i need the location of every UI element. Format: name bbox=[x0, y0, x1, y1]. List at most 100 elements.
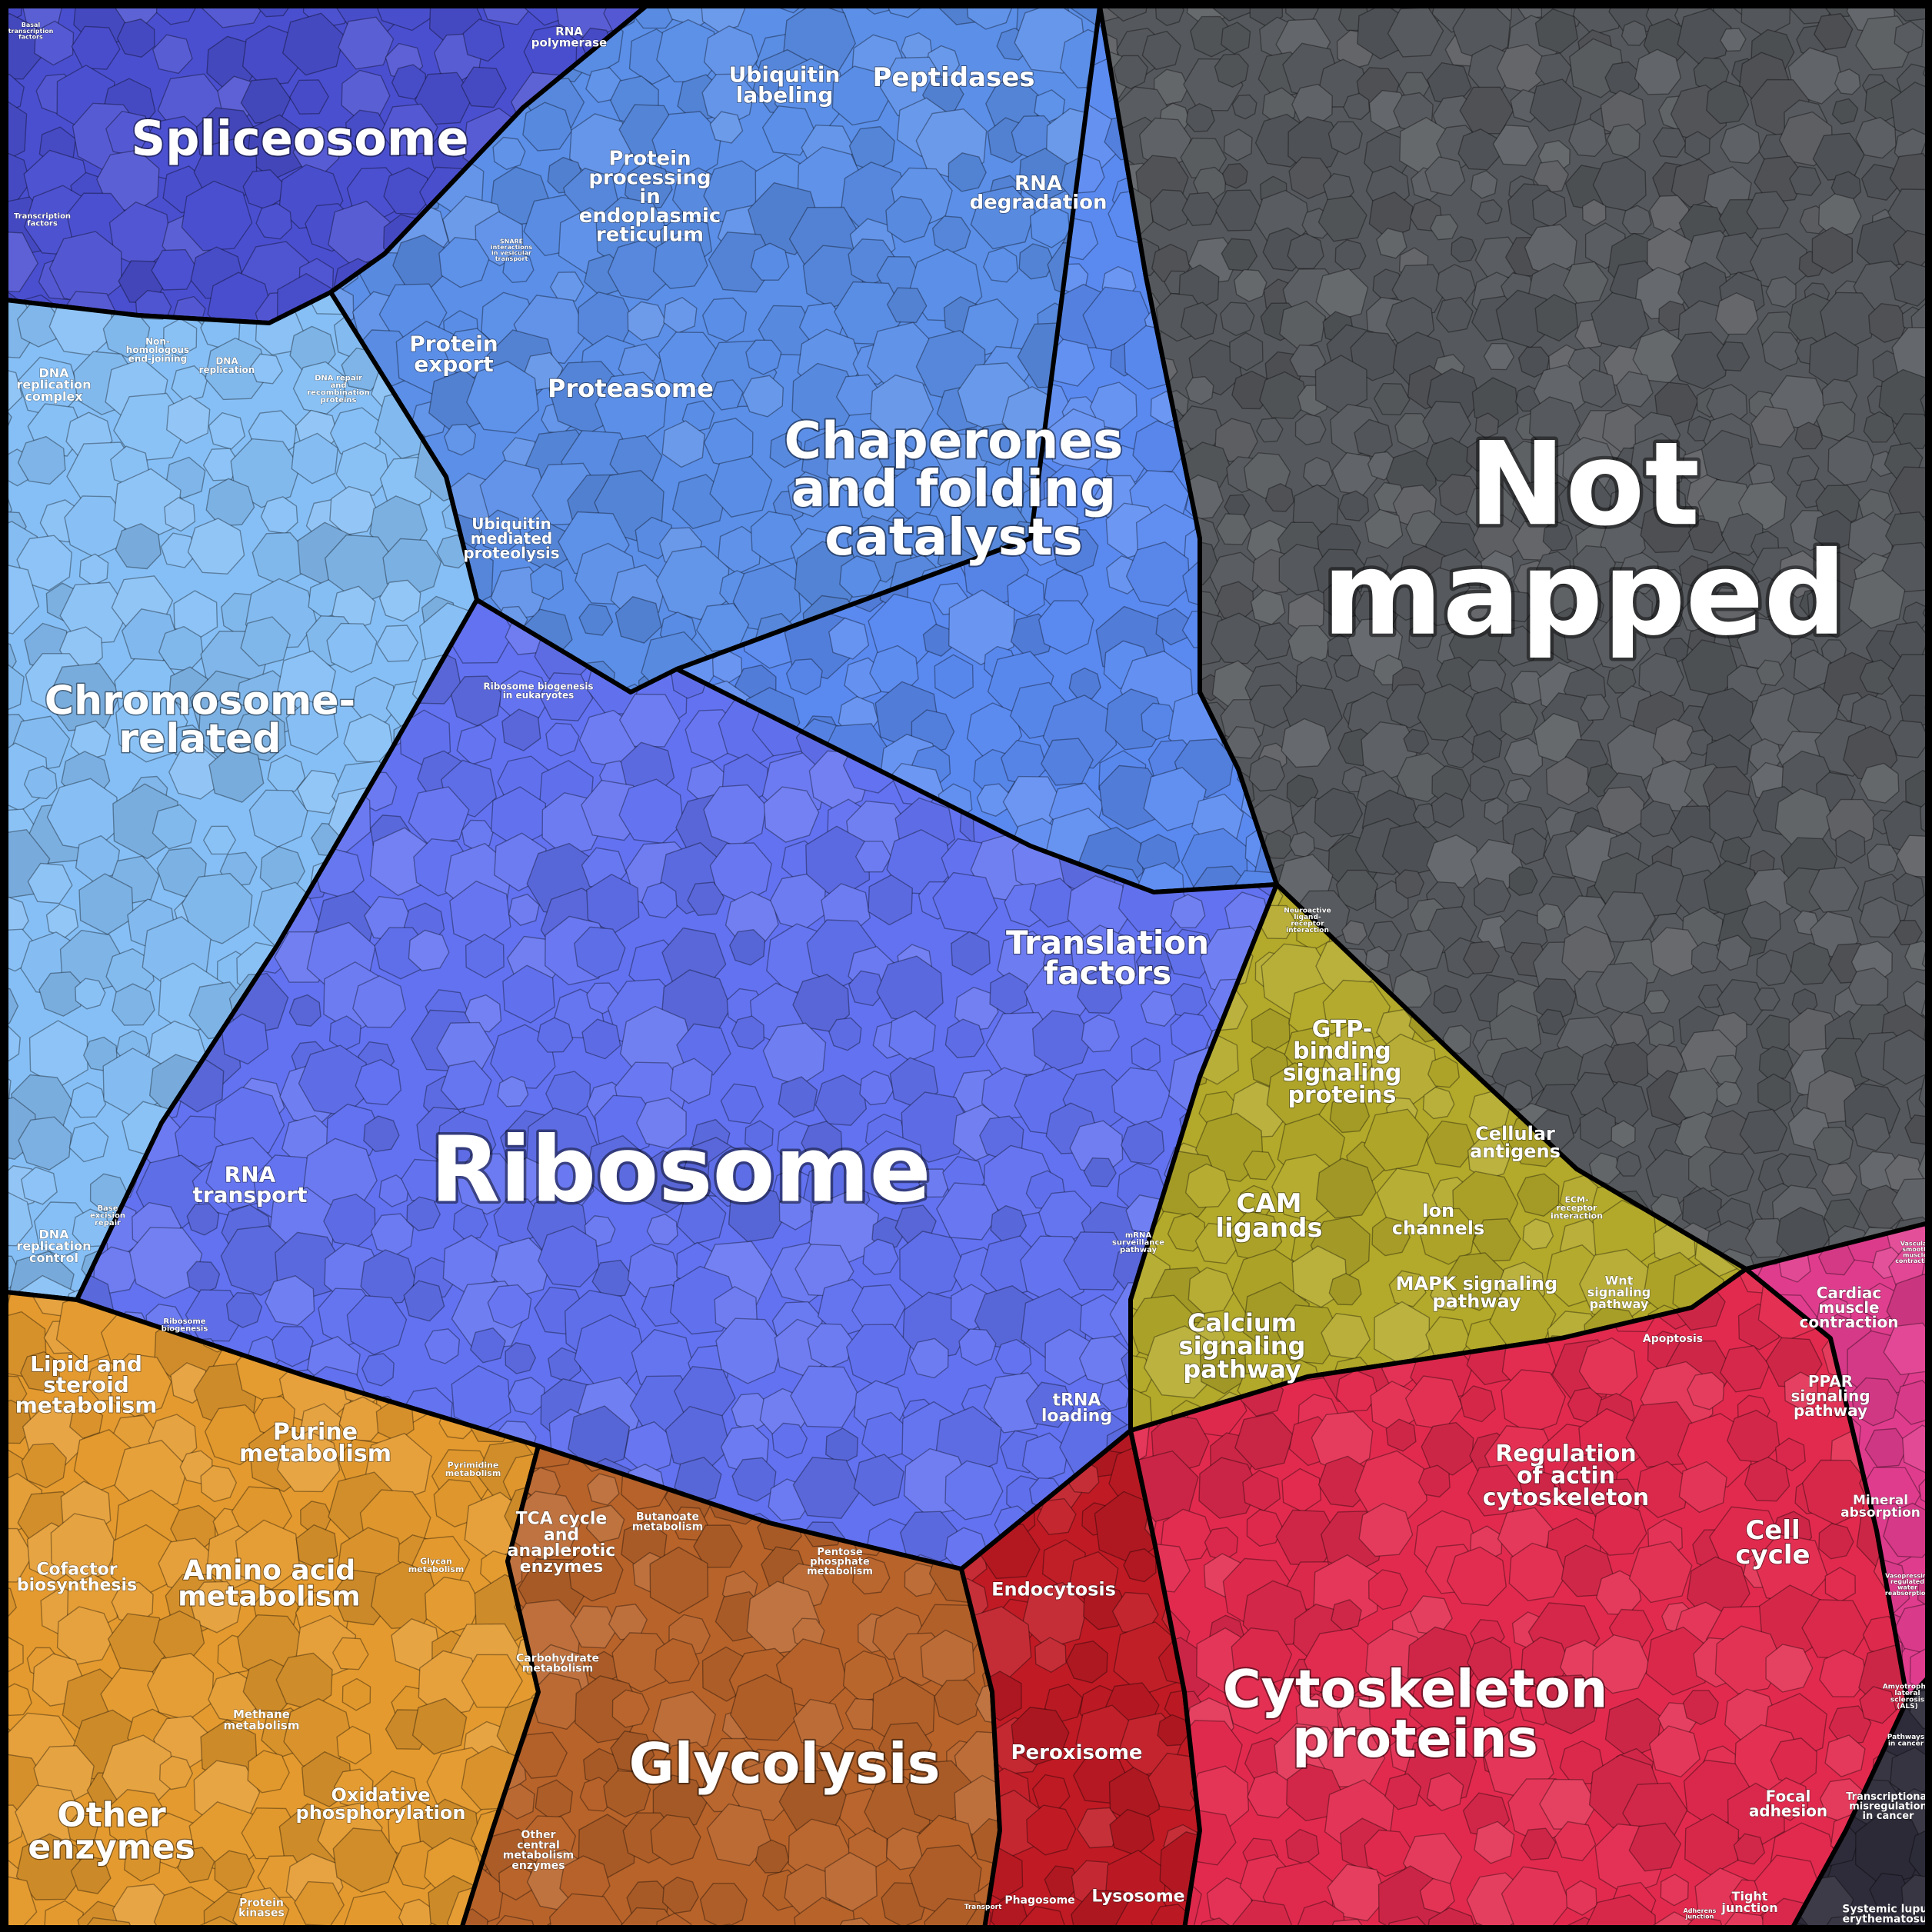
protein-cell bbox=[289, 325, 336, 372]
category-label-line: mapped bbox=[1322, 528, 1846, 661]
protein-cell bbox=[785, 658, 823, 695]
protein-cell bbox=[529, 563, 565, 601]
protein-cell bbox=[1529, 78, 1582, 132]
protein-cell bbox=[345, 109, 388, 153]
protein-cell bbox=[1888, 720, 1929, 758]
category-label-line: in cancer bbox=[1888, 1740, 1924, 1747]
protein-cell bbox=[1234, 268, 1267, 302]
category-label-line: enzymes bbox=[520, 1557, 604, 1577]
protein-cell bbox=[1892, 872, 1925, 907]
protein-cell bbox=[1744, 1217, 1790, 1258]
protein-cell bbox=[115, 689, 188, 763]
protein-cell bbox=[1303, 457, 1334, 488]
protein-cell bbox=[1863, 411, 1896, 443]
category-label-line: (ALS) bbox=[1897, 1703, 1917, 1710]
category-label-line: proteins bbox=[1287, 1081, 1396, 1108]
category-label-line: degradation bbox=[969, 192, 1107, 215]
protein-cell bbox=[708, 232, 776, 293]
category-label: Proteasome bbox=[548, 374, 714, 403]
protein-cell bbox=[1588, 1152, 1621, 1185]
protein-cell bbox=[885, 195, 932, 243]
protein-cell bbox=[610, 683, 655, 692]
protein-cell bbox=[1223, 128, 1253, 162]
protein-cell bbox=[102, 311, 151, 358]
protein-cell bbox=[1153, 68, 1189, 105]
protein-cell bbox=[1684, 131, 1710, 161]
protein-cell bbox=[1362, 555, 1389, 581]
protein-cell bbox=[27, 862, 73, 904]
protein-cell bbox=[568, 113, 634, 178]
protein-cell bbox=[1214, 53, 1249, 88]
protein-cell bbox=[1038, 600, 1094, 655]
protein-cell bbox=[6, 1190, 33, 1247]
protein-cell bbox=[1607, 664, 1637, 694]
protein-cell bbox=[1528, 396, 1581, 449]
protein-cell bbox=[1716, 934, 1752, 971]
protein-cell bbox=[1504, 737, 1544, 778]
protein-cell bbox=[1113, 55, 1148, 90]
protein-cell bbox=[240, 616, 291, 667]
protein-cell bbox=[1517, 346, 1551, 378]
protein-cell bbox=[1808, 867, 1860, 913]
protein-cell bbox=[1335, 869, 1378, 911]
category-label-line: contraction bbox=[1799, 1313, 1898, 1331]
protein-cell bbox=[1851, 1112, 1890, 1151]
protein-cell bbox=[1834, 68, 1861, 95]
category-label: Butanoate metabolism bbox=[632, 1511, 703, 1533]
category-label-line: Proteasome bbox=[548, 374, 714, 403]
category-label-line: channels bbox=[1392, 1217, 1484, 1239]
protein-cell bbox=[370, 6, 442, 32]
protein-cell bbox=[966, 702, 1023, 758]
category-label-line: factors bbox=[18, 33, 43, 40]
protein-cell bbox=[641, 881, 678, 919]
protein-cell bbox=[1616, 371, 1654, 408]
protein-cell bbox=[1018, 148, 1068, 204]
protein-cell bbox=[1867, 843, 1900, 876]
protein-cell bbox=[761, 105, 817, 156]
protein-cell bbox=[1511, 828, 1547, 865]
category-label-line: in cancer bbox=[1863, 1810, 1914, 1822]
protein-cell bbox=[1902, 601, 1929, 629]
protein-cell bbox=[292, 361, 345, 415]
protein-cell bbox=[1214, 189, 1263, 232]
protein-cell bbox=[166, 395, 211, 445]
protein-cell bbox=[6, 1069, 12, 1107]
category-label: Peptidases bbox=[872, 62, 1034, 93]
protein-cell bbox=[1568, 118, 1607, 158]
protein-cell bbox=[1677, 8, 1732, 65]
protein-cell bbox=[248, 789, 308, 848]
protein-cell bbox=[1592, 156, 1647, 212]
protein-cell bbox=[1462, 941, 1501, 975]
protein-cell bbox=[839, 555, 881, 598]
protein-cell bbox=[1757, 1073, 1791, 1112]
protein-cell bbox=[578, 603, 614, 636]
protein-cell bbox=[208, 745, 265, 803]
protein-cell bbox=[1756, 949, 1793, 987]
protein-cell bbox=[479, 509, 522, 555]
protein-cell bbox=[152, 34, 193, 75]
protein-cell bbox=[277, 650, 336, 711]
protein-cell bbox=[1451, 236, 1477, 263]
category-label-line: pathway bbox=[1120, 1246, 1157, 1254]
protein-cell bbox=[870, 374, 934, 439]
protein-cell bbox=[475, 211, 524, 267]
region-spliceosome bbox=[4, 4, 648, 325]
protein-cell bbox=[1442, 1024, 1472, 1054]
category-label-line: cytoskeleton bbox=[1483, 1484, 1650, 1511]
protein-cell bbox=[1739, 1108, 1788, 1154]
protein-cell bbox=[1611, 1120, 1636, 1149]
category-label-line: proteins bbox=[320, 396, 356, 405]
category-label: Ubiquitin labeling bbox=[729, 62, 841, 108]
protein-cell bbox=[152, 804, 197, 850]
protein-cell bbox=[1610, 1011, 1649, 1049]
protein-cell bbox=[1740, 6, 1791, 38]
protein-cell bbox=[1040, 738, 1094, 786]
protein-cell bbox=[1214, 418, 1258, 462]
protein-cell bbox=[1919, 793, 1929, 842]
protein-cell bbox=[1364, 508, 1404, 549]
protein-cell bbox=[1287, 232, 1324, 269]
category-label-line: metabolism bbox=[807, 1566, 873, 1577]
category-label: Pyrimidine metabolism bbox=[445, 1461, 501, 1479]
protein-cell bbox=[1746, 191, 1789, 230]
protein-cell bbox=[466, 361, 539, 434]
